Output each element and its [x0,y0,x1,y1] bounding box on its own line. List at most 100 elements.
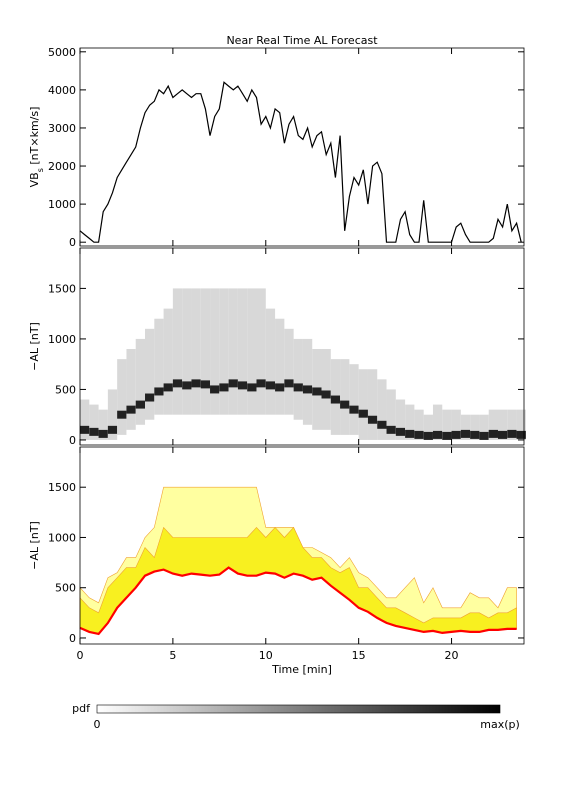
pdf-spread [386,389,396,440]
pdf-spread [172,288,183,415]
x-tick-label: 5 [169,649,176,662]
pdf-peak [135,400,146,409]
plot-frame [79,247,525,446]
y-tick-label: 2000 [48,160,76,173]
pdf-peak [154,387,164,396]
pdf-spread [126,349,136,430]
x-tick-label: 15 [352,649,366,662]
pdf-spread [460,414,471,440]
x-tick-label: 10 [259,649,273,662]
pdf-peak [507,429,517,438]
pdf-spread [228,288,238,415]
pdf-peak [284,379,294,388]
pdf-peak [405,429,415,438]
pdf-peak [423,431,433,440]
y-tick-label: 1000 [48,333,76,346]
pdf-spread [497,409,508,440]
y-axis-label: VBs [nT×km/s] [28,107,45,188]
pdf-peak [89,427,99,436]
pdf-spread [256,288,266,415]
pdf-spread [470,414,480,440]
pdf-spread [423,414,433,440]
pdf-peak [349,405,359,414]
pdf-peak [330,395,341,404]
pdf-spread [321,349,331,430]
x-tick-label: 20 [445,649,459,662]
pdf-spread [247,288,257,415]
pdf-spread [302,338,313,425]
pdf-spread [265,308,276,415]
y-tick-label: 500 [55,383,76,396]
pdf-spread [154,318,164,415]
y-axis-label: −AL [nT] [28,521,41,570]
pdf-spread [219,288,229,415]
pdf-spread [107,389,118,440]
pdf-peak [312,387,322,396]
pdf-spread [80,399,90,440]
y-tick-label: 5000 [48,46,76,59]
y-axis-label-part: s [36,168,45,172]
pdf-spread [405,404,415,440]
y-tick-label: 1000 [48,198,76,211]
pdf-peak [302,385,313,394]
pdf-peak [414,430,424,439]
x-axis-label: Time [min] [271,663,332,676]
pdf-peak [237,381,248,390]
pdf-peak [256,379,266,388]
pdf-peak [80,425,90,434]
pdf-peak [107,425,118,434]
pdf-peak [516,430,526,439]
pdf-spread [377,379,387,440]
pdf-peak [200,380,211,389]
pdf-peak [451,430,461,439]
colorbar [96,704,501,714]
pdf-peak [377,420,387,429]
pdf-peak [367,415,378,424]
pdf-spread [237,288,248,415]
pdf-peak [340,400,350,409]
y-tick-label: 0 [69,632,76,645]
median-line [79,566,517,636]
pdf-spread [451,409,461,440]
pdf-peak [293,383,303,392]
y-tick-label: 500 [55,582,76,595]
pdf-peak [442,431,452,440]
pdf-peak [432,430,443,439]
y-axis-label: −AL [nT] [28,322,41,371]
y-axis-label-part: VB [28,172,41,187]
pdf-peak [219,383,229,392]
pdf-peak [247,383,257,392]
pdf-spread [275,318,285,415]
pdf-peak [275,383,285,392]
chart-title: Near Real Time AL Forecast [226,34,378,47]
pdf-spread [200,288,211,415]
y-tick-label: 1000 [48,531,76,544]
y-tick-label: 3000 [48,122,76,135]
pdf-spread [479,414,489,440]
pdf-spread [367,369,378,440]
pdf-peak [172,379,183,388]
pdf-peak [117,410,127,419]
pdf-peak [470,430,480,439]
x-tick-label: 0 [77,649,84,662]
pdf-peak [210,385,220,394]
pdf-spread [349,364,359,435]
pdf-spread [182,288,192,415]
colorbar-label: pdf [72,702,91,715]
pdf-spread [145,328,155,420]
y-tick-label: 4000 [48,84,76,97]
pdf-peak [395,427,406,436]
pdf-spread [89,404,99,440]
pdf-peak [460,429,471,438]
pdf-peak [163,383,173,392]
plot-frame [79,47,525,247]
pdf-spread [358,369,368,440]
pdf-spread [284,328,294,415]
plot-frame [79,446,525,645]
pdf-spread [293,338,303,420]
pdf-peak [497,430,508,439]
colorbar-max: max(p) [480,718,520,731]
pdf-spread [488,409,498,440]
pdf-peak [321,390,331,399]
